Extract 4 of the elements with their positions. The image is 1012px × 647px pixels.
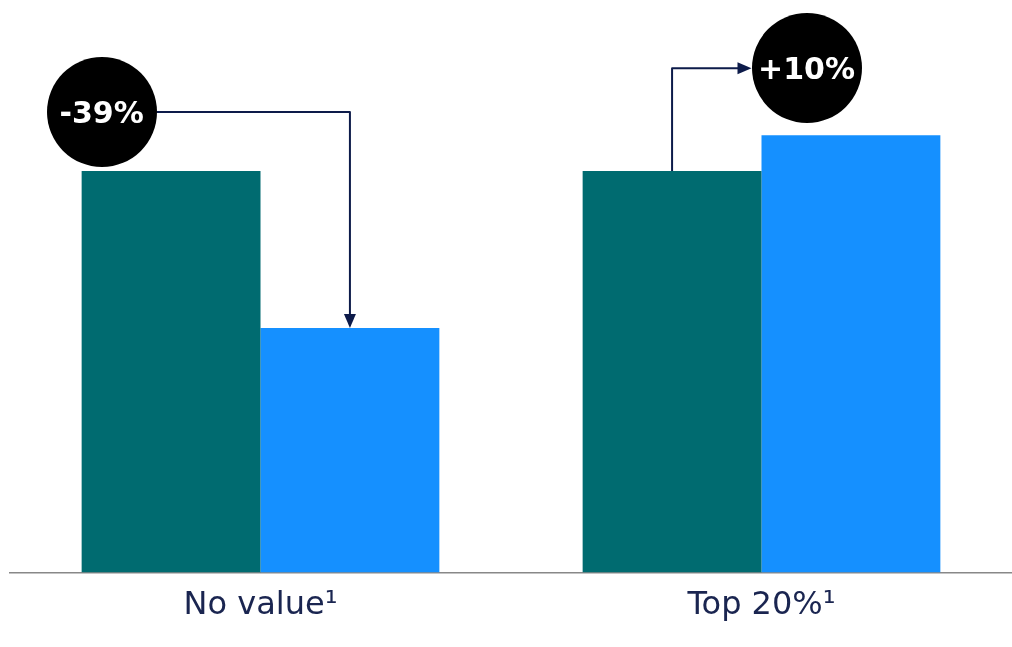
x-tick-label: Top 20%¹ (686, 584, 836, 623)
circle-badge: +10% (751, 13, 862, 124)
circle-badge: -39% (46, 57, 157, 168)
x-tick-label: No value¹ (183, 584, 338, 623)
